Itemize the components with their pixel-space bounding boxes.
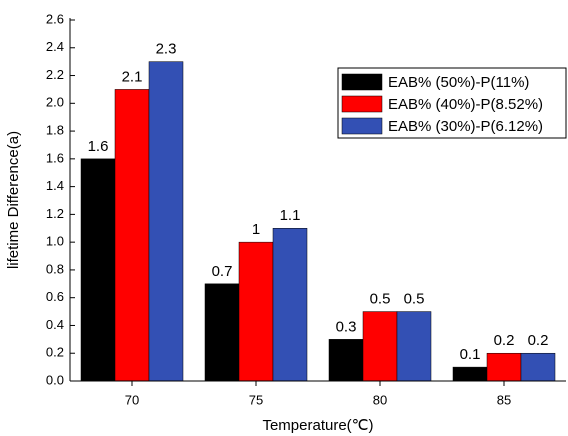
value-label: 0.5 — [370, 291, 391, 308]
y-tick-label: 1.4 — [46, 178, 64, 193]
value-label: 2.1 — [122, 68, 143, 85]
x-tick-label: 70 — [125, 392, 139, 407]
bar — [486, 352, 522, 382]
y-tick-label: 1.0 — [46, 234, 64, 249]
value-label: 0.5 — [404, 291, 425, 308]
value-label: 0.2 — [494, 332, 515, 349]
bar — [452, 366, 488, 382]
y-tick-label: 1.2 — [46, 206, 64, 221]
y-tick-label: 2.6 — [46, 11, 64, 26]
value-label: 0.2 — [528, 332, 549, 349]
legend-swatch — [341, 95, 383, 113]
bar — [328, 339, 364, 382]
legend-label: EAB% (30%)-P(6.12%) — [388, 118, 543, 135]
value-label: 1.1 — [280, 207, 301, 224]
bar — [362, 311, 398, 382]
bar — [396, 311, 432, 382]
y-tick-label: 0.2 — [46, 345, 64, 360]
value-label: 0.1 — [460, 346, 481, 363]
y-tick-label: 0.6 — [46, 289, 64, 304]
y-tick-label: 0.0 — [46, 372, 64, 387]
value-label: 0.3 — [336, 318, 357, 335]
legend-swatch — [341, 73, 383, 91]
x-tick-label: 80 — [373, 392, 387, 407]
legend-swatch — [341, 117, 383, 135]
bar — [114, 89, 150, 382]
y-tick-label: 1.6 — [46, 150, 64, 165]
bar — [238, 241, 274, 382]
y-axis-title: lifetime Difference(a) — [5, 131, 22, 269]
legend-label: EAB% (50%)-P(11%) — [388, 74, 529, 91]
y-tick-label: 0.8 — [46, 261, 64, 276]
value-label: 0.7 — [212, 263, 233, 280]
y-tick-label: 2.4 — [46, 39, 64, 54]
y-tick-label: 1.8 — [46, 123, 64, 138]
bar — [520, 352, 556, 382]
x-tick-label: 85 — [497, 392, 511, 407]
value-label: 1 — [252, 221, 260, 238]
bar — [80, 158, 116, 382]
bar — [204, 283, 240, 382]
bar — [148, 61, 184, 382]
x-axis-title: Temperature(℃) — [262, 417, 373, 434]
y-tick-label: 2.0 — [46, 95, 64, 110]
value-label: 1.6 — [88, 138, 109, 155]
legend-label: EAB% (40%)-P(8.52%) — [388, 96, 543, 113]
y-tick-label: 0.4 — [46, 317, 64, 332]
y-tick-label: 2.2 — [46, 67, 64, 82]
bar — [272, 228, 308, 382]
x-tick-label: 75 — [249, 392, 263, 407]
value-label: 2.3 — [156, 41, 177, 58]
